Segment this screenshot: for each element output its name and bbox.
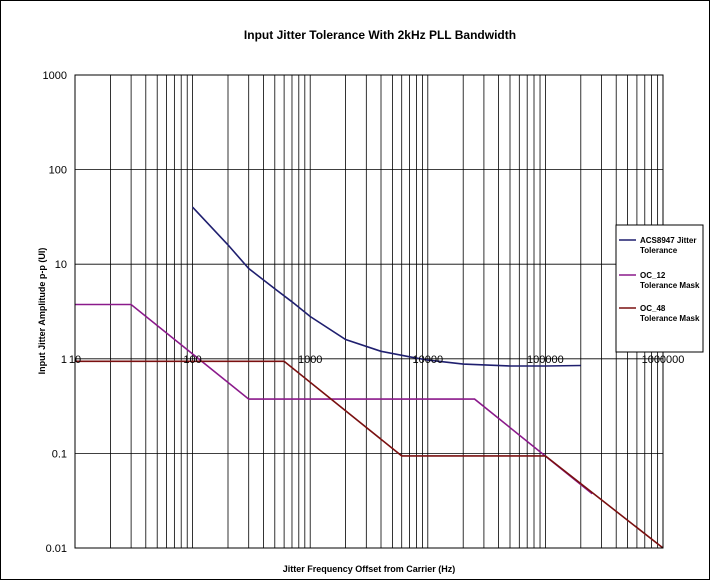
legend-label-line2: Tolerance [640,246,678,255]
series-line-1 [192,206,581,367]
y-tick-label: 1 [61,354,67,366]
y-tick-label: 100 [49,165,67,177]
series-line-2 [75,303,593,495]
y-tick-label: 10 [55,259,67,271]
x-tick-label: 100000 [527,354,564,366]
legend-label: OC_12 [640,271,666,280]
chart-title: Input Jitter Tolerance With 2kHz PLL Ban… [244,28,516,42]
series-line-3 [75,360,664,549]
x-tick-label: 1000 [298,354,322,366]
grid [75,75,663,548]
x-tick-label: 1000000 [642,354,685,366]
legend-box [615,224,704,353]
y-tick-label: 0.1 [52,448,67,460]
legend-label: OC_48 [640,304,666,313]
x-tick-label: 10000 [413,354,444,366]
x-tick-label: 10 [69,354,81,366]
x-axis-label: Jitter Frequency Offset from Carrier (Hz… [283,564,456,574]
y-tick-label: 1000 [43,70,67,82]
x-tick-label: 100 [183,354,201,366]
legend-label: ACS8947 Jitter [640,236,696,245]
series-lines [75,206,664,549]
legend-label-line2: Tolerance Mask [640,281,700,290]
tick-labels: 10 100 1000 10000 100000 100000010001001010.1… [43,70,685,555]
y-tick-label: 0.01 [46,543,67,555]
y-axis-label: Input Jitter Amplitude p-p (UI) [37,248,47,375]
legend-label-line2: Tolerance Mask [640,314,700,323]
